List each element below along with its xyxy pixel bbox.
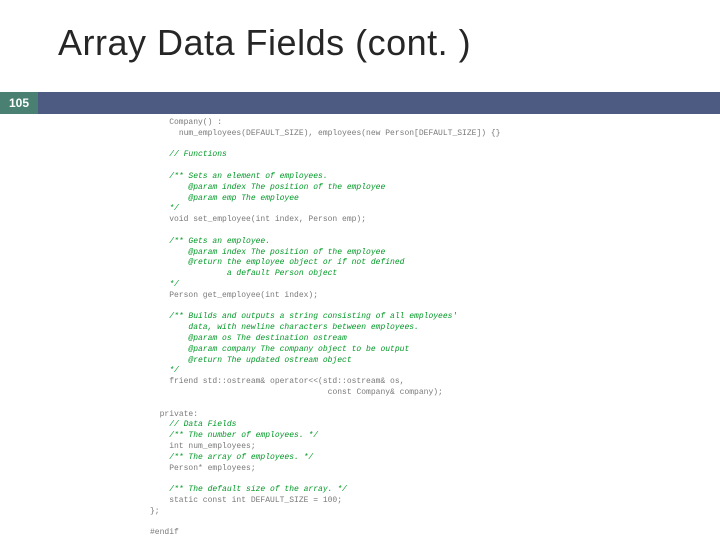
code-line: private: <box>160 410 198 419</box>
code-comment: @return the employee object or if not de… <box>150 258 404 267</box>
code-comment: @param index The position of the employe… <box>150 248 385 257</box>
code-comment: /** Sets an element of employees. <box>169 172 327 181</box>
code-comment: @param emp The employee <box>150 194 299 203</box>
code-line: int num_employees; <box>169 442 255 451</box>
slide-title: Array Data Fields (cont. ) <box>58 22 471 64</box>
code-comment: /** Gets an employee. <box>169 237 270 246</box>
code-comment: /** Builds and outputs a string consisti… <box>169 312 457 321</box>
code-comment: @param company The company object to be … <box>150 345 409 354</box>
decorative-band <box>38 92 720 114</box>
code-comment: */ <box>150 366 179 375</box>
code-line: friend std::ostream& operator<<(std::ost… <box>169 377 404 386</box>
code-comment: // Functions <box>169 150 227 159</box>
code-comment: /** The array of employees. */ <box>169 453 313 462</box>
code-line: num_employees(DEFAULT_SIZE), employees(n… <box>179 129 501 138</box>
code-line: }; <box>150 507 160 516</box>
code-line: const Company& company); <box>328 388 443 397</box>
code-comment: @param index The position of the employe… <box>150 183 385 192</box>
code-comment: /** The number of employees. */ <box>169 431 318 440</box>
code-line: static const int DEFAULT_SIZE = 100; <box>169 496 342 505</box>
code-comment: data, with newline characters between em… <box>150 323 419 332</box>
code-line: void set_employee(int index, Person emp)… <box>169 215 366 224</box>
code-comment: a default Person object <box>150 269 337 278</box>
header-band: 105 <box>0 92 720 114</box>
page-number-box: 105 <box>0 92 38 114</box>
code-comment: @param os The destination ostream <box>150 334 347 343</box>
code-comment: */ <box>150 204 179 213</box>
code-line: #endif <box>150 528 179 537</box>
code-comment: */ <box>150 280 179 289</box>
code-line: Company() : <box>169 118 222 127</box>
code-line: Person get_employee(int index); <box>169 291 318 300</box>
slide: Array Data Fields (cont. ) 105 Company()… <box>0 0 720 540</box>
code-comment: @return The updated ostream object <box>150 356 352 365</box>
code-comment: // Data Fields <box>169 420 236 429</box>
code-line: Person* employees; <box>169 464 255 473</box>
code-comment: /** The default size of the array. */ <box>169 485 347 494</box>
code-block: Company() : num_employees(DEFAULT_SIZE),… <box>150 118 680 539</box>
